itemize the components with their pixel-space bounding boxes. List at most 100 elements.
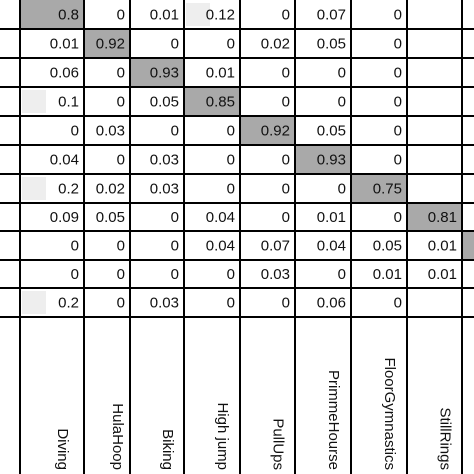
cell-value: 0.03	[150, 152, 179, 169]
cell-value: 0.05	[96, 209, 125, 226]
cell-shade	[22, 177, 46, 200]
cell-value: 0	[117, 152, 125, 169]
cell-value: 0	[394, 94, 402, 111]
cell-value: 0	[227, 123, 235, 140]
column-label: PullUps	[270, 418, 287, 470]
cell-value: 0	[171, 36, 179, 53]
cell-shade	[186, 3, 210, 26]
column-label: HulaHoop	[109, 403, 126, 470]
cell-value: 0	[282, 295, 290, 312]
cell-value: 0.04	[50, 152, 79, 169]
cell-highlight	[240, 116, 295, 145]
cell-highlight	[84, 29, 130, 58]
column-label: Diving	[54, 428, 71, 470]
column-label: Biking	[159, 429, 176, 470]
cell-value: 0	[71, 123, 79, 140]
cell-value: 0	[171, 209, 179, 226]
cell-value: 0.04	[317, 238, 346, 255]
cell-value: 0	[394, 7, 402, 24]
cell-value: 0.05	[317, 36, 346, 53]
cell-value: 0	[227, 152, 235, 169]
cell-value: 0.03	[150, 181, 179, 198]
cell-value: 0.03	[96, 123, 125, 140]
cell-value: 0	[117, 7, 125, 24]
column-label: FloorGymnastics	[381, 357, 398, 470]
cell-value: 0.07	[261, 238, 290, 255]
cell-value: 0	[338, 266, 346, 283]
column-labels: Diving HulaHoop Biking High jump PullUps Prim…	[54, 357, 474, 470]
cell-value: 0	[227, 295, 235, 312]
cell-value: 0.01	[206, 65, 235, 82]
cell-value: 0.02	[261, 36, 290, 53]
cell-value: 0	[394, 209, 402, 226]
cell-value: 0.81	[428, 209, 457, 226]
cell-value: 0.92	[96, 36, 125, 53]
cell-value: 0.02	[96, 181, 125, 198]
cell-value: 0.01	[428, 238, 457, 255]
cell-value: 0.03	[261, 266, 290, 283]
matrix-cells: 0.8 0 0.01 0.12 0 0.07 0 0.01 0.92 0 0 0.02 0.05 0 0.0…	[20, 0, 474, 314]
cell-value: 0.01	[50, 36, 79, 53]
cell-value: 0	[338, 94, 346, 111]
cell-value: 0	[282, 152, 290, 169]
cell-value: 0	[117, 94, 125, 111]
cell-value: 0	[171, 266, 179, 283]
cell-value: 0	[227, 181, 235, 198]
cell-value: 0.01	[428, 266, 457, 283]
cell-value: 0.75	[373, 181, 402, 198]
cell-highlight-edge	[462, 231, 474, 260]
cell-highlight	[184, 87, 240, 116]
cell-value: 0	[394, 152, 402, 169]
cell-value: 0.93	[150, 65, 179, 82]
cell-value: 0.93	[317, 152, 346, 169]
cell-value: 0.05	[150, 94, 179, 111]
cell-value: 0	[338, 181, 346, 198]
cell-highlight	[407, 203, 462, 231]
cell-value: 0	[282, 209, 290, 226]
cell-value: 0.06	[50, 65, 79, 82]
cell-value: 0	[171, 123, 179, 140]
cell-value: 0	[394, 36, 402, 53]
column-label: StillRings	[437, 407, 454, 470]
cell-highlight	[130, 58, 184, 87]
cell-value: 0.12	[206, 7, 235, 24]
cell-value: 0	[394, 123, 402, 140]
cell-value: 0.01	[150, 7, 179, 24]
cell-highlight	[295, 145, 351, 174]
cell-value: 0	[71, 238, 79, 255]
cell-highlight	[351, 174, 407, 203]
cell-value: 0.1	[58, 94, 79, 111]
cell-shade	[22, 291, 46, 314]
cell-value: 0.09	[50, 209, 79, 226]
cell-value: 0.01	[373, 266, 402, 283]
cell-value: 0	[282, 7, 290, 24]
cell-value: 0	[227, 266, 235, 283]
cell-value: 0	[338, 65, 346, 82]
cell-value: 0	[394, 65, 402, 82]
cell-value: 0.07	[317, 7, 346, 24]
cell-value: 0	[171, 238, 179, 255]
cell-value: 0.04	[206, 238, 235, 255]
cell-value: 0	[117, 65, 125, 82]
cell-shade	[22, 90, 46, 113]
cell-value: 0.03	[150, 295, 179, 312]
cell-value: 0	[117, 266, 125, 283]
cell-value: 0	[394, 295, 402, 312]
cell-value: 0.8	[58, 7, 79, 24]
cell-value: 0.06	[317, 295, 346, 312]
cell-value: 0.01	[317, 209, 346, 226]
cell-value: 0	[282, 65, 290, 82]
cell-value: 0.05	[373, 238, 402, 255]
cell-value: 0.2	[58, 295, 79, 312]
column-label: High jump	[214, 402, 231, 470]
cell-value: 0.04	[206, 209, 235, 226]
cell-highlight	[20, 0, 84, 29]
cell-value: 0.05	[317, 123, 346, 140]
column-label: PrimmeHourse	[325, 370, 342, 470]
cell-value: 0.92	[261, 123, 290, 140]
cell-value: 0	[282, 94, 290, 111]
cell-value: 0.85	[206, 94, 235, 111]
column-label: ...	[470, 457, 474, 470]
